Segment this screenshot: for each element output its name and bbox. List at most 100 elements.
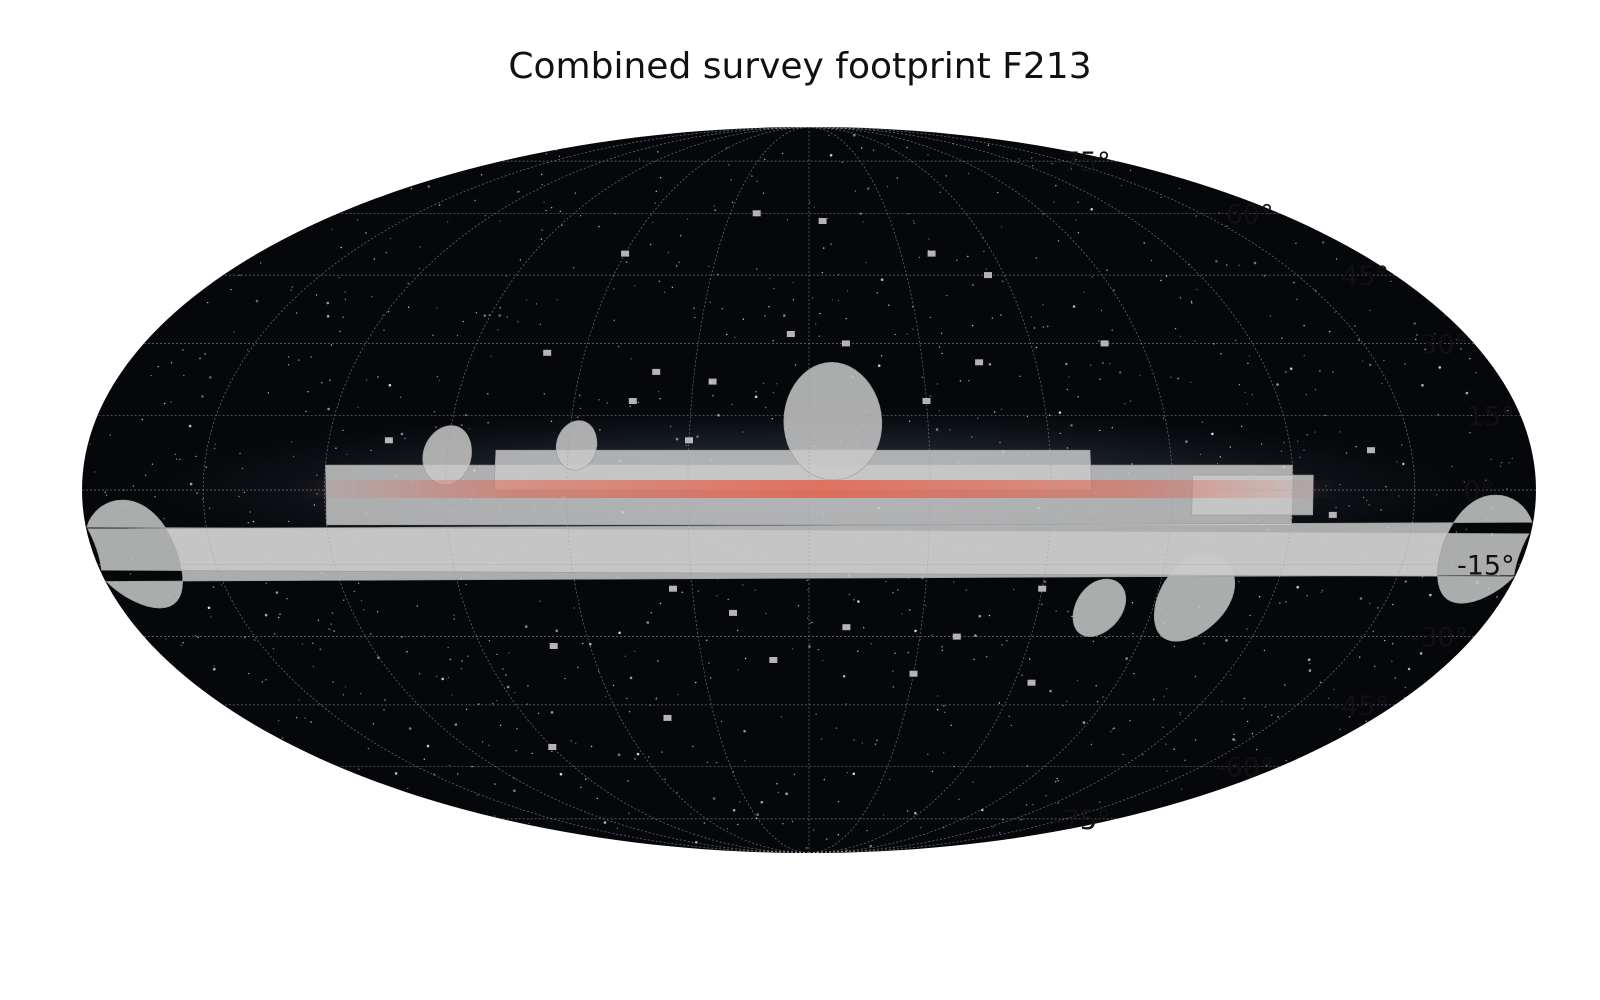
star <box>528 822 530 824</box>
star <box>876 292 878 294</box>
star <box>1263 275 1266 277</box>
star <box>494 815 496 817</box>
star <box>1100 309 1103 312</box>
star <box>628 711 631 713</box>
star <box>254 639 256 641</box>
star <box>1059 432 1061 434</box>
star <box>1358 787 1360 789</box>
star <box>1303 354 1305 357</box>
star <box>913 220 915 222</box>
star <box>977 417 979 419</box>
star <box>186 693 189 695</box>
star <box>1398 495 1400 497</box>
star <box>1162 726 1164 728</box>
footprint-region-edge-east <box>87 494 1533 604</box>
star <box>853 739 855 741</box>
star <box>347 179 349 181</box>
star <box>481 741 484 743</box>
star <box>736 629 739 632</box>
star <box>1319 370 1321 372</box>
star <box>1216 462 1219 465</box>
star <box>1303 449 1305 451</box>
star <box>1368 504 1370 506</box>
star <box>680 235 682 237</box>
star <box>657 660 659 662</box>
star <box>531 752 533 755</box>
star <box>919 638 921 641</box>
star <box>866 187 870 190</box>
star <box>1490 458 1492 461</box>
star <box>630 358 632 360</box>
star <box>170 401 172 403</box>
star <box>1111 329 1113 331</box>
star <box>769 277 771 280</box>
star <box>676 265 678 267</box>
star <box>815 323 817 325</box>
star <box>460 667 463 670</box>
star <box>1179 714 1182 716</box>
star <box>846 772 848 774</box>
star <box>1194 801 1197 804</box>
star <box>1057 779 1059 782</box>
star <box>938 410 940 412</box>
star <box>823 778 825 781</box>
star <box>1492 660 1495 663</box>
star <box>627 780 629 782</box>
star <box>1280 450 1283 452</box>
isolated-field <box>975 359 984 366</box>
star <box>150 374 152 377</box>
star <box>349 818 352 820</box>
star <box>265 679 267 681</box>
star <box>1033 327 1036 329</box>
star <box>354 170 356 172</box>
star <box>1179 711 1181 714</box>
star <box>1248 355 1251 357</box>
star <box>931 634 933 636</box>
star <box>789 126 790 127</box>
latitude-tick-label: 15° <box>1467 402 1515 433</box>
star <box>456 334 459 337</box>
star <box>1051 129 1054 132</box>
star <box>260 838 264 841</box>
star <box>1362 737 1365 741</box>
star <box>377 656 380 659</box>
star <box>1505 703 1507 705</box>
star <box>396 159 399 161</box>
latitude-tick-label: 75° <box>1063 147 1111 178</box>
star <box>526 703 529 705</box>
star <box>108 376 110 378</box>
star <box>1260 443 1263 445</box>
star <box>481 830 483 832</box>
star <box>515 750 517 752</box>
star <box>676 791 678 794</box>
star <box>1228 172 1230 175</box>
star <box>202 498 204 501</box>
star <box>854 190 857 192</box>
star <box>128 792 132 796</box>
star <box>144 671 146 673</box>
star <box>1195 739 1197 741</box>
star <box>967 255 969 258</box>
star <box>531 129 534 131</box>
star <box>1111 728 1114 730</box>
star <box>163 402 166 405</box>
star <box>1113 289 1115 291</box>
star <box>764 315 766 317</box>
star <box>1195 215 1198 217</box>
star <box>861 742 863 744</box>
star <box>907 651 909 654</box>
star <box>1165 275 1168 277</box>
star <box>1383 359 1385 362</box>
star <box>103 321 106 323</box>
star <box>907 213 910 215</box>
star <box>1486 293 1490 296</box>
star <box>697 590 699 592</box>
star <box>372 723 374 725</box>
star <box>321 382 323 384</box>
star <box>349 850 352 853</box>
isolated-field <box>1027 679 1036 686</box>
star <box>1396 166 1399 168</box>
star <box>1220 353 1222 355</box>
star <box>1042 326 1045 328</box>
star <box>1083 291 1085 293</box>
